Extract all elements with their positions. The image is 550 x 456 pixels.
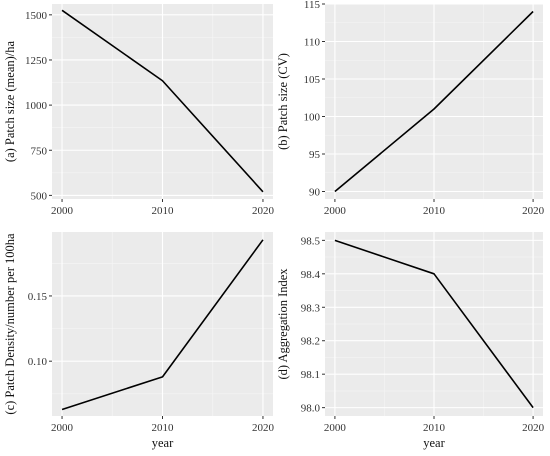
x-axis-label: year <box>152 436 174 450</box>
panel-b: 2000 2010 2020 90 95 100 105 110 115 (b) Patch si… <box>276 0 545 217</box>
x-tick-label: 2010 <box>423 422 446 434</box>
x-tick-label: 2000 <box>324 205 347 217</box>
y-tick-label: 0.10 <box>28 356 48 368</box>
x-tick-label: 2020 <box>522 422 545 434</box>
y-tick-label: 95 <box>309 149 321 161</box>
x-tick-label: 2020 <box>522 205 545 217</box>
y-tick-label: 115 <box>304 0 321 11</box>
y-tick-label: 98.4 <box>301 269 321 281</box>
y-axis-label: (a) Patch size (mean)/ha <box>3 40 17 162</box>
x-axis-label: year <box>423 436 445 450</box>
series-line <box>334 10 534 193</box>
x-tick-label: 2000 <box>324 422 347 434</box>
y-axis-label: (b) Patch size (CV) <box>276 53 290 150</box>
y-tick-label: 100 <box>304 112 321 124</box>
x-tick-label: 2010 <box>423 205 446 217</box>
y-tick-label: 110 <box>304 37 321 49</box>
y-tick-label: 0.15 <box>28 291 48 303</box>
x-tick-label: 2000 <box>51 205 74 217</box>
x-tick-label: 2010 <box>152 205 175 217</box>
series-line <box>61 9 264 193</box>
panel-a: 2000 2010 2020 500 750 1000 1250 1500 (a) Patch … <box>3 4 274 217</box>
y-tick-label: 98.0 <box>301 403 321 415</box>
y-tick-label: 98.2 <box>301 336 320 348</box>
y-axis-label: (c) Patch Density/number per 100ha <box>3 233 17 415</box>
y-tick-label: 98.5 <box>301 235 321 247</box>
y-tick-label: 1500 <box>25 10 48 22</box>
y-axis-label: (d) Aggregation Index <box>276 268 290 380</box>
y-tick-label: 1000 <box>25 100 48 112</box>
series-line <box>61 239 264 411</box>
y-tick-label: 1250 <box>25 55 48 67</box>
panel-c: 2000 2010 2020 0.10 0.15 (c) Patch Density/nu… <box>3 232 274 450</box>
y-tick-label: 90 <box>309 187 321 199</box>
x-tick-label: 2020 <box>252 205 275 217</box>
y-tick-label: 98.3 <box>301 302 321 314</box>
y-tick-label: 750 <box>31 145 48 157</box>
y-tick-label: 98.1 <box>301 369 320 381</box>
y-tick-label: 105 <box>304 74 321 86</box>
x-tick-label: 2010 <box>152 422 175 434</box>
y-tick-label: 500 <box>31 190 48 202</box>
x-tick-label: 2020 <box>252 422 275 434</box>
x-tick-label: 2000 <box>51 422 74 434</box>
panel-d: 2000 2010 2020 98.0 98.1 98.2 98.3 98.4 98.5 (d) … <box>276 232 545 450</box>
series-line <box>334 239 534 409</box>
